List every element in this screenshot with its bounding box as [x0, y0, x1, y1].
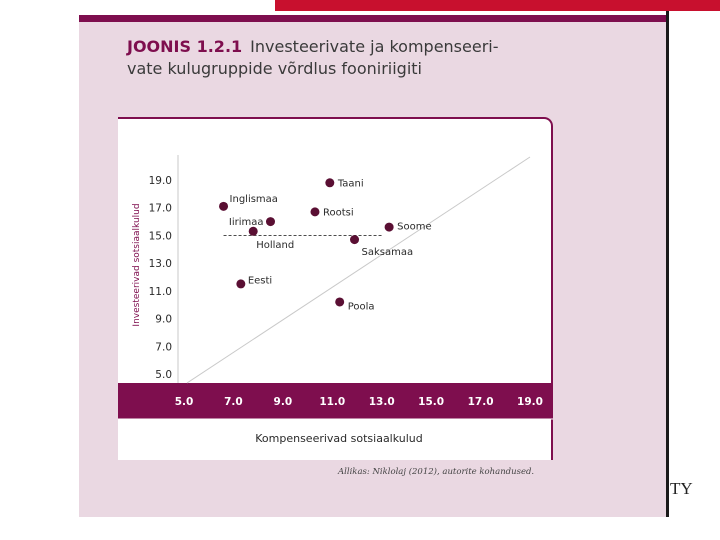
point-label: Holland	[256, 240, 294, 251]
point-label: Soome	[397, 222, 431, 233]
y-tick-label: 7.0	[155, 341, 172, 353]
x-axis-title: Kompenseerivad sotsiaalkulud	[255, 432, 423, 445]
y-tick-label: 17.0	[149, 203, 172, 215]
y-tick-label: 11.0	[149, 286, 172, 298]
x-tick-label: 7.0	[224, 396, 243, 408]
x-tick-label: 19.0	[517, 396, 543, 408]
y-tick-label: 9.0	[155, 314, 172, 326]
point-label: Saksamaa	[362, 247, 414, 258]
point-label: Taani	[337, 178, 364, 189]
x-tick-label: 17.0	[468, 396, 494, 408]
data-point	[266, 217, 275, 227]
data-point	[335, 297, 345, 307]
x-axis-band	[118, 383, 553, 419]
point-label: Eesti	[248, 275, 272, 286]
y-tick-label: 15.0	[149, 230, 172, 242]
x-tick-label: 15.0	[418, 396, 444, 408]
x-tick-label: 13.0	[369, 396, 395, 408]
point-label: Poola	[348, 301, 375, 312]
x-tick-label: 11.0	[319, 396, 345, 408]
top-accent-bar	[275, 0, 720, 11]
data-point	[310, 207, 320, 217]
x-tick-label: 9.0	[274, 396, 293, 408]
edge-text: TY	[670, 479, 693, 498]
data-point	[236, 279, 246, 289]
point-label: Iirimaa	[229, 217, 264, 228]
figure-title: JOONIS 1.2.1 Investeerivate ja kompenseer…	[127, 36, 557, 80]
data-point	[325, 178, 335, 188]
figure-title-line2: vate kulugruppide võrdlus fooniriigiti	[127, 59, 422, 78]
data-point	[350, 235, 360, 245]
y-tick-label: 5.0	[155, 369, 172, 381]
y-tick-label: 19.0	[149, 175, 172, 187]
data-point	[248, 226, 258, 236]
figure-number: JOONIS 1.2.1	[127, 37, 243, 56]
y-tick-label: 13.0	[149, 258, 172, 270]
figure-title-line1: Investeerivate ja kompenseeri-	[250, 37, 499, 56]
point-label: Rootsi	[323, 207, 354, 218]
diagonal-reference-line	[186, 156, 531, 384]
data-point	[384, 222, 394, 232]
data-point	[219, 201, 229, 211]
source-note: Allikas: Niklolaj (2012), autorite kohan…	[338, 467, 535, 477]
y-axis-title: Investeerivad sotsiaalkulud	[132, 203, 142, 326]
x-tick-label: 5.0	[175, 396, 194, 408]
slide-right-rule	[666, 11, 669, 517]
point-label: Inglismaa	[230, 194, 278, 205]
